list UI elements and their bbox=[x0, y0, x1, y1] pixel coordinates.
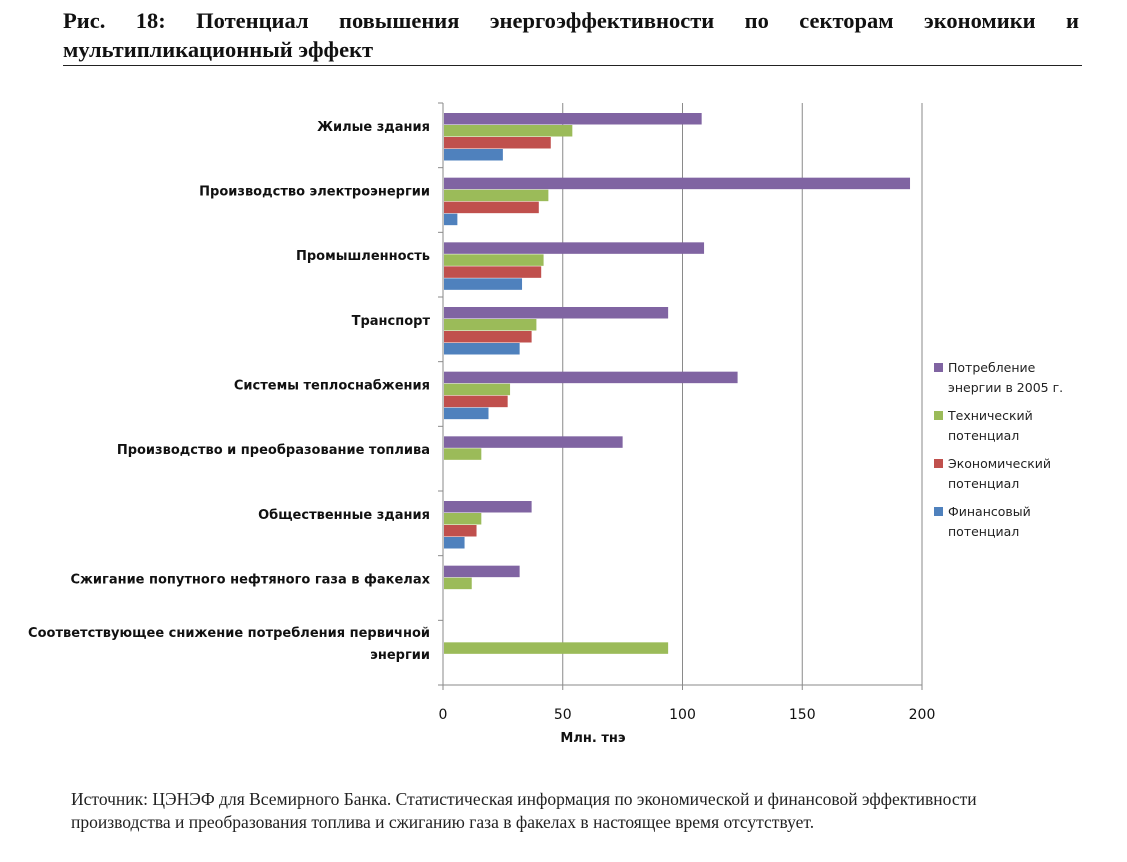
legend-swatch bbox=[934, 363, 943, 372]
category-label: Системы теплоснабжения bbox=[234, 379, 430, 394]
bar bbox=[444, 343, 520, 355]
bar bbox=[444, 407, 489, 420]
bar bbox=[444, 642, 669, 654]
legend-label: Финансовый bbox=[948, 504, 1031, 519]
category-label: Производство электроэнергии bbox=[199, 185, 430, 200]
title-divider bbox=[63, 65, 1082, 66]
x-tick-label: 200 bbox=[909, 707, 936, 723]
category-label: Соответствующее снижение потребления пер… bbox=[28, 626, 430, 641]
bar bbox=[444, 307, 669, 319]
category-label: Жилые здания bbox=[317, 120, 430, 135]
x-tick-label: 0 bbox=[439, 707, 448, 723]
category-label: Производство и преобразование топлива bbox=[117, 443, 430, 458]
x-tick-label: 100 bbox=[669, 707, 696, 723]
legend-swatch bbox=[934, 507, 943, 516]
axes bbox=[438, 102, 923, 690]
bars bbox=[444, 113, 911, 654]
bar bbox=[444, 331, 532, 343]
legend-label: Экономический bbox=[948, 456, 1051, 471]
category-label: Общественные здания bbox=[258, 508, 430, 523]
bar bbox=[444, 177, 911, 190]
x-axis-title: Млн. тнэ bbox=[560, 731, 625, 746]
bar bbox=[444, 513, 482, 525]
bar bbox=[444, 448, 482, 460]
bar bbox=[444, 395, 508, 408]
bar bbox=[444, 266, 542, 278]
legend-swatch bbox=[934, 411, 943, 420]
legend-label: энергии в 2005 г. bbox=[948, 380, 1063, 395]
category-label: Транспорт bbox=[352, 314, 431, 329]
legend-label: потенциал bbox=[948, 428, 1019, 443]
bar bbox=[444, 371, 738, 384]
bar bbox=[444, 149, 503, 161]
x-tick-labels: 0 50 100 150 200 bbox=[439, 707, 936, 723]
x-tick-label: 150 bbox=[789, 707, 816, 723]
bar bbox=[444, 113, 702, 125]
legend-label: Технический bbox=[947, 408, 1033, 423]
category-label: энергии bbox=[370, 648, 430, 663]
bar bbox=[444, 383, 511, 396]
legend-swatch bbox=[934, 459, 943, 468]
category-labels: Жилые здания Производство электроэнергии П… bbox=[28, 120, 431, 663]
bar bbox=[444, 201, 539, 214]
legend-label: потенциал bbox=[948, 524, 1019, 539]
bar bbox=[444, 436, 623, 448]
legend-label: Потребление bbox=[948, 360, 1036, 375]
bar bbox=[444, 189, 549, 202]
bar bbox=[444, 254, 544, 266]
figure-caption: Источник: ЦЭНЭФ для Всемирного Банка. Ст… bbox=[71, 789, 977, 832]
bar bbox=[444, 525, 477, 537]
bar bbox=[444, 577, 472, 590]
bar bbox=[444, 213, 458, 226]
legend: Потребление энергии в 2005 г. Технический п… bbox=[934, 360, 1063, 539]
bar bbox=[444, 125, 573, 137]
bar bbox=[444, 501, 532, 513]
bar bbox=[444, 137, 551, 149]
bar bbox=[444, 319, 537, 331]
bar bbox=[444, 537, 465, 549]
figure-title: Рис. 18: Потенциал повышения энергоэффек… bbox=[63, 8, 1079, 62]
bar bbox=[444, 565, 520, 578]
bar bbox=[444, 278, 523, 290]
bar bbox=[444, 242, 705, 254]
category-label: Сжигание попутного нефтяного газа в факе… bbox=[70, 573, 430, 588]
gridlines bbox=[562, 103, 923, 685]
x-tick-label: 50 bbox=[554, 707, 572, 723]
legend-label: потенциал bbox=[948, 476, 1019, 491]
category-label: Промышленность bbox=[296, 249, 430, 264]
